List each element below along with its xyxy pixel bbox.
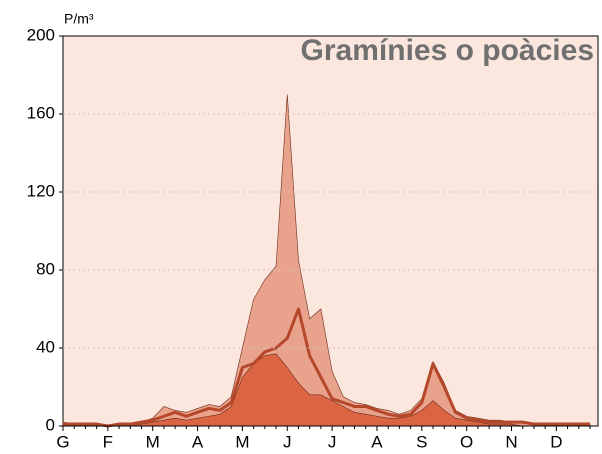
x-tick-label: D (550, 432, 562, 451)
x-tick-label: N (505, 432, 517, 451)
y-unit: P/m³ (64, 11, 94, 27)
x-tick-label: J (328, 432, 337, 451)
y-tick-label: 200 (27, 25, 55, 44)
y-tick-label: 0 (46, 415, 55, 434)
x-tick-label: G (56, 432, 69, 451)
chart-title: Gramínies o poàcies (301, 34, 594, 67)
x-tick-label: J (283, 432, 292, 451)
x-tick-label: M (146, 432, 160, 451)
x-tick-label: S (416, 432, 427, 451)
x-tick-label: A (371, 432, 383, 451)
x-tick-label: M (235, 432, 249, 451)
x-tick-label: O (460, 432, 473, 451)
y-tick-label: 120 (27, 181, 55, 200)
x-tick-label: F (103, 432, 113, 451)
y-tick-label: 160 (27, 103, 55, 122)
x-tick-label: A (192, 432, 204, 451)
y-tick-label: 80 (36, 259, 55, 278)
line (63, 307, 590, 428)
y-tick-label: 40 (36, 337, 55, 356)
